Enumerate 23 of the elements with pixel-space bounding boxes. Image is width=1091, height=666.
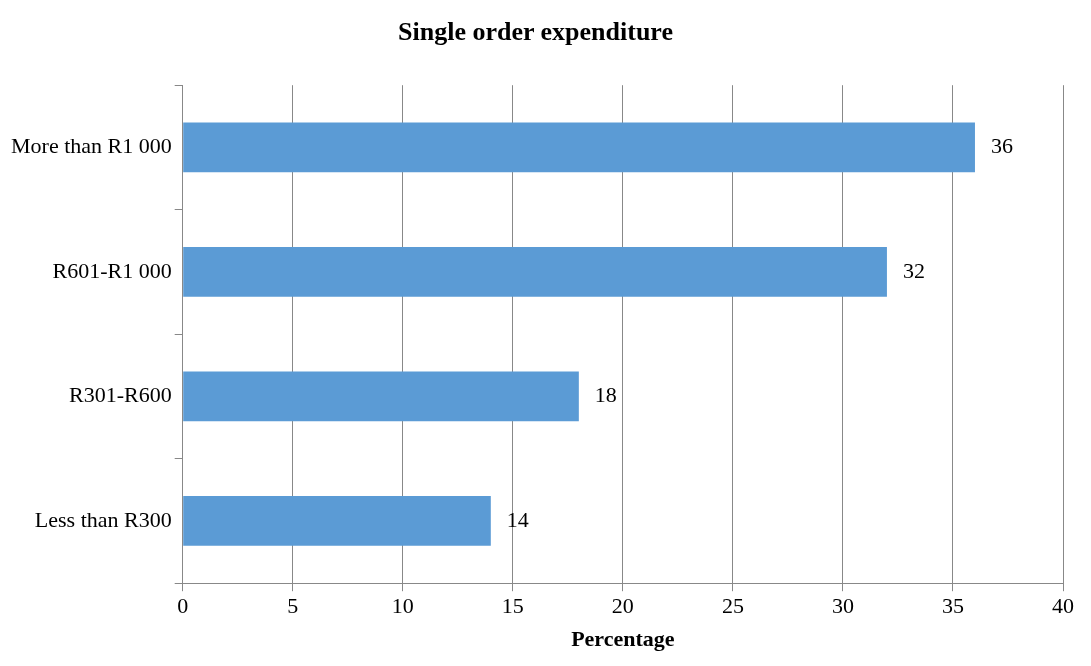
y-tick-label: Less than R300 [34, 506, 172, 532]
x-tick-label: 25 [721, 593, 744, 619]
bar [183, 371, 579, 422]
data-label: 14 [506, 506, 529, 532]
x-tick-label: 30 [831, 593, 854, 619]
x-tick-label: 10 [391, 593, 414, 619]
bar [183, 247, 887, 297]
x-tick-label: 5 [287, 593, 299, 619]
data-label: 32 [902, 257, 925, 283]
data-label: 18 [594, 382, 617, 408]
data-label: 36 [990, 133, 1013, 159]
x-tick-label: 20 [611, 593, 634, 619]
bar [183, 122, 975, 173]
x-tick-label: 40 [1052, 593, 1074, 619]
x-tick-label: 15 [501, 593, 524, 619]
bar [183, 496, 491, 546]
x-tick-label: 35 [941, 593, 964, 619]
y-tick-label: R301-R600 [69, 382, 172, 408]
y-tick-label: More than R1 000 [11, 133, 172, 159]
y-tick-label: R601-R1 000 [52, 257, 172, 283]
chart-title: Single order expenditure [398, 17, 673, 47]
x-tick-label: 0 [177, 593, 189, 619]
x-axis-title: Percentage [571, 626, 675, 652]
